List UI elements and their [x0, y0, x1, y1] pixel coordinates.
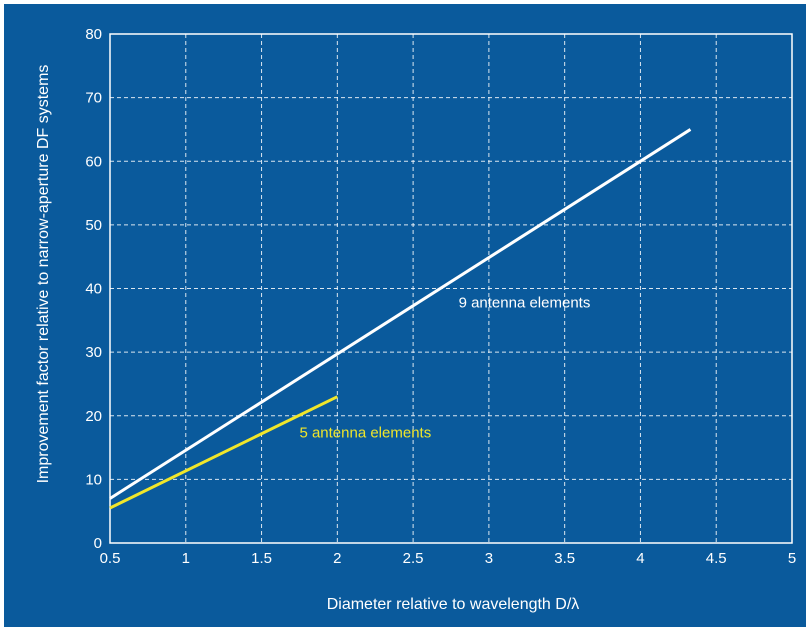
- y-tick-label: 40: [85, 281, 102, 298]
- x-tick-label: 4: [636, 550, 644, 567]
- x-axis-ticks: 0.5 1 1.5 2 2.5 3 3.5 4 4.5 5: [100, 550, 797, 567]
- axes: [109, 33, 793, 544]
- y-tick-label: 70: [85, 90, 102, 107]
- x-tick-label: 3: [485, 550, 493, 567]
- y-tick-label: 50: [85, 217, 102, 234]
- line-chart: 0.5 1 1.5 2 2.5 3 3.5 4 4.5 5 0 10 20 30 40 50 60 70 80 9…: [35, 26, 797, 613]
- y-axis-title: Improvement factor relative to narrow-ap…: [35, 65, 52, 484]
- x-tick-label: 4.5: [706, 550, 727, 567]
- series-line: [109, 128, 692, 500]
- y-tick-label: 30: [85, 344, 102, 361]
- y-tick-label: 20: [85, 408, 102, 425]
- plot-border: [109, 33, 793, 544]
- x-axis-title: Diameter relative to wavelength D/λ: [327, 596, 580, 613]
- x-tick-label: 5: [788, 550, 796, 567]
- x-tick-label: 1.5: [251, 550, 272, 567]
- series-label: 9 antenna elements: [459, 295, 591, 312]
- x-tick-label: 0.5: [100, 550, 121, 567]
- chart-frame: 0.5 1 1.5 2 2.5 3 3.5 4 4.5 5 0 10 20 30 40 50 60 70 80 9…: [4, 4, 806, 627]
- x-tick-label: 2.5: [403, 550, 424, 567]
- series-line: [109, 395, 338, 510]
- series-labels: 9 antenna elements 5 antenna elements: [299, 295, 590, 442]
- y-axis-ticks: 0 10 20 30 40 50 60 70 80: [85, 26, 102, 552]
- x-tick-label: 2: [333, 550, 341, 567]
- series-label: 5 antenna elements: [299, 424, 431, 441]
- grid: [110, 34, 792, 543]
- y-tick-label: 0: [94, 535, 102, 552]
- series-lines: [109, 128, 692, 510]
- y-tick-label: 80: [85, 26, 102, 43]
- y-tick-label: 60: [85, 153, 102, 170]
- x-tick-label: 1: [182, 550, 190, 567]
- x-tick-label: 3.5: [554, 550, 575, 567]
- y-tick-label: 10: [85, 471, 102, 488]
